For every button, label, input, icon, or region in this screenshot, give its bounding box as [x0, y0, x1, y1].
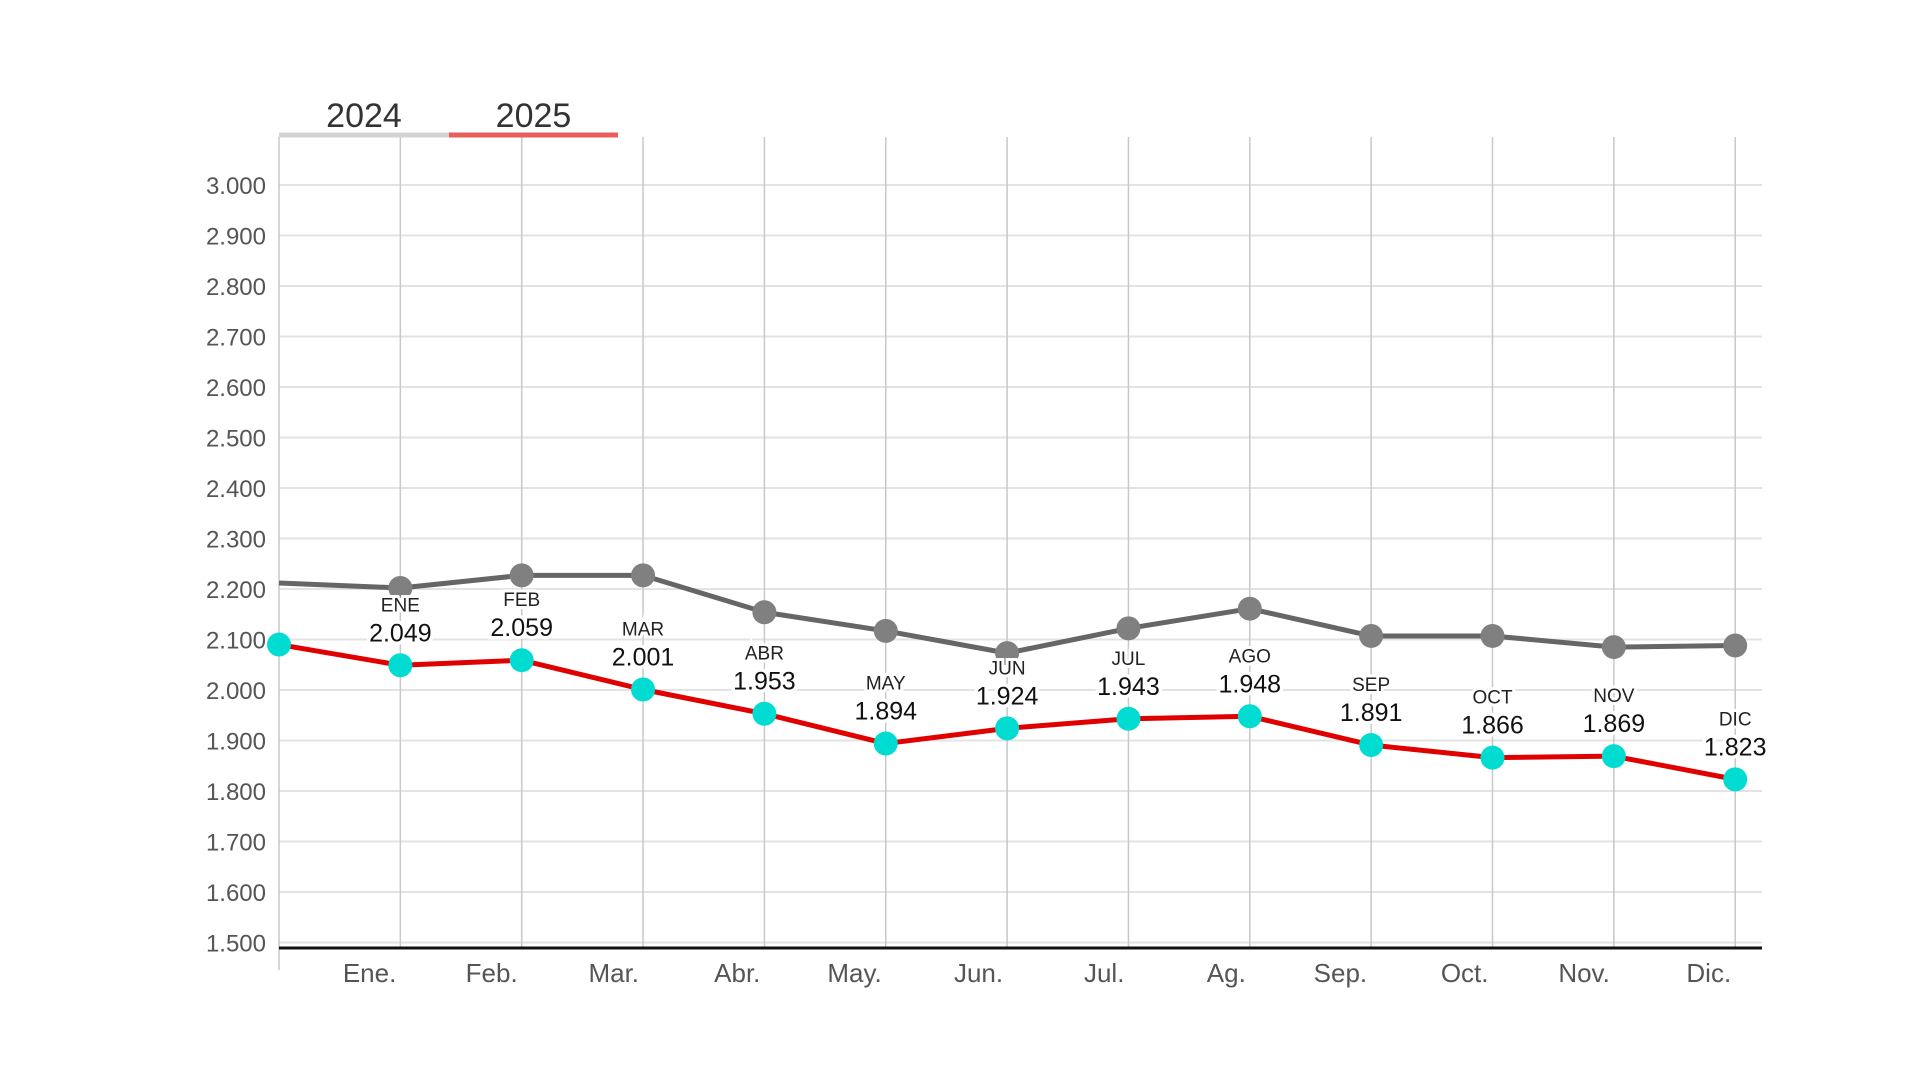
y-tick-label: 2.200	[206, 577, 266, 604]
x-tick-label: Feb.	[466, 958, 518, 988]
data-point-2025	[873, 731, 898, 756]
x-tick-label: May.	[827, 958, 881, 988]
data-point-2025	[1480, 745, 1505, 770]
data-label-month: NOV	[1593, 686, 1635, 707]
data-point-2024	[1359, 623, 1384, 648]
data-label-value: 1.894	[854, 698, 917, 726]
x-tick-label: Abr.	[714, 958, 760, 988]
data-point-2024	[1237, 596, 1262, 621]
data-point-2024	[1601, 635, 1626, 660]
y-tick-label: 1.600	[206, 880, 266, 907]
data-label-month: MAR	[622, 619, 664, 640]
x-tick-label: Sep.	[1314, 958, 1368, 988]
data-point-2025	[267, 632, 291, 657]
data-point-2024	[1480, 623, 1505, 648]
data-label-value: 1.891	[1340, 699, 1403, 727]
y-tick-label: 2.400	[206, 476, 266, 503]
y-tick-label: 1.800	[206, 779, 266, 806]
data-label-value: 1.953	[733, 668, 796, 696]
x-tick-label: Jul.	[1084, 958, 1124, 988]
y-tick-label: 1.900	[206, 729, 266, 756]
y-tick-label: 2.000	[206, 678, 266, 705]
data-point-2025	[1723, 767, 1748, 792]
data-label-value: 1.823	[1704, 733, 1767, 761]
data-point-2025	[631, 677, 656, 702]
y-tick-label: 2.100	[206, 628, 266, 655]
x-tick-label: Ag.	[1207, 958, 1246, 988]
x-tick-label: Ene.	[343, 958, 397, 988]
data-point-2025	[509, 648, 534, 673]
x-tick-label: Nov.	[1558, 958, 1610, 988]
x-tick-label: Oct.	[1441, 958, 1489, 988]
data-point-2025	[1237, 704, 1262, 729]
data-point-2025	[388, 653, 413, 678]
data-label-month: ABR	[745, 644, 784, 665]
data-label-month: JUN	[989, 658, 1026, 679]
data-label-month: ENE	[381, 595, 420, 616]
y-tick-label: 2.700	[206, 325, 266, 352]
data-point-2025	[1359, 733, 1384, 758]
data-label-value: 1.869	[1583, 710, 1646, 738]
x-tick-label: Dic.	[1686, 958, 1731, 988]
data-label-value: 2.059	[490, 614, 553, 642]
data-label-month: DIC	[1719, 709, 1752, 730]
data-point-2024	[1116, 616, 1141, 641]
y-tick-label: 2.600	[206, 375, 266, 402]
data-point-2024	[631, 563, 656, 588]
y-tick-label: 2.500	[206, 426, 266, 453]
data-label-month: FEB	[503, 590, 540, 611]
data-label-month: JUL	[1112, 649, 1146, 670]
data-point-2024	[1723, 633, 1748, 658]
y-tick-label: 3.000	[206, 173, 266, 200]
data-point-2024	[995, 641, 1020, 666]
data-label-value: 2.001	[612, 643, 675, 671]
legend-label-2025: 2025	[496, 97, 572, 135]
data-point-2025	[752, 701, 777, 726]
legend-label-2024: 2024	[326, 97, 402, 135]
data-label-month: SEP	[1352, 675, 1390, 696]
data-label-month: MAY	[866, 674, 906, 695]
x-tick-label: Jun.	[954, 958, 1003, 988]
data-point-2024	[873, 618, 898, 643]
y-tick-label: 1.700	[206, 830, 266, 857]
y-tick-label: 2.800	[206, 274, 266, 301]
data-point-2024	[509, 563, 534, 588]
y-tick-label: 1.500	[206, 931, 266, 958]
data-point-2024	[752, 600, 777, 625]
data-point-2025	[1601, 744, 1626, 769]
data-point-2025	[1116, 706, 1141, 731]
data-label-month: AGO	[1229, 646, 1271, 667]
data-point-2024	[388, 575, 413, 600]
data-label-value: 1.866	[1461, 712, 1524, 740]
data-label-value: 1.948	[1219, 670, 1282, 698]
data-label-value: 2.049	[369, 619, 432, 647]
data-label-value: 1.943	[1097, 673, 1160, 701]
y-tick-label: 2.300	[206, 527, 266, 554]
y-tick-label: 2.900	[206, 224, 266, 251]
data-label-value: 1.924	[976, 682, 1039, 710]
x-tick-label: Mar.	[588, 958, 639, 988]
data-point-2025	[995, 716, 1020, 741]
data-label-month: OCT	[1472, 688, 1513, 709]
